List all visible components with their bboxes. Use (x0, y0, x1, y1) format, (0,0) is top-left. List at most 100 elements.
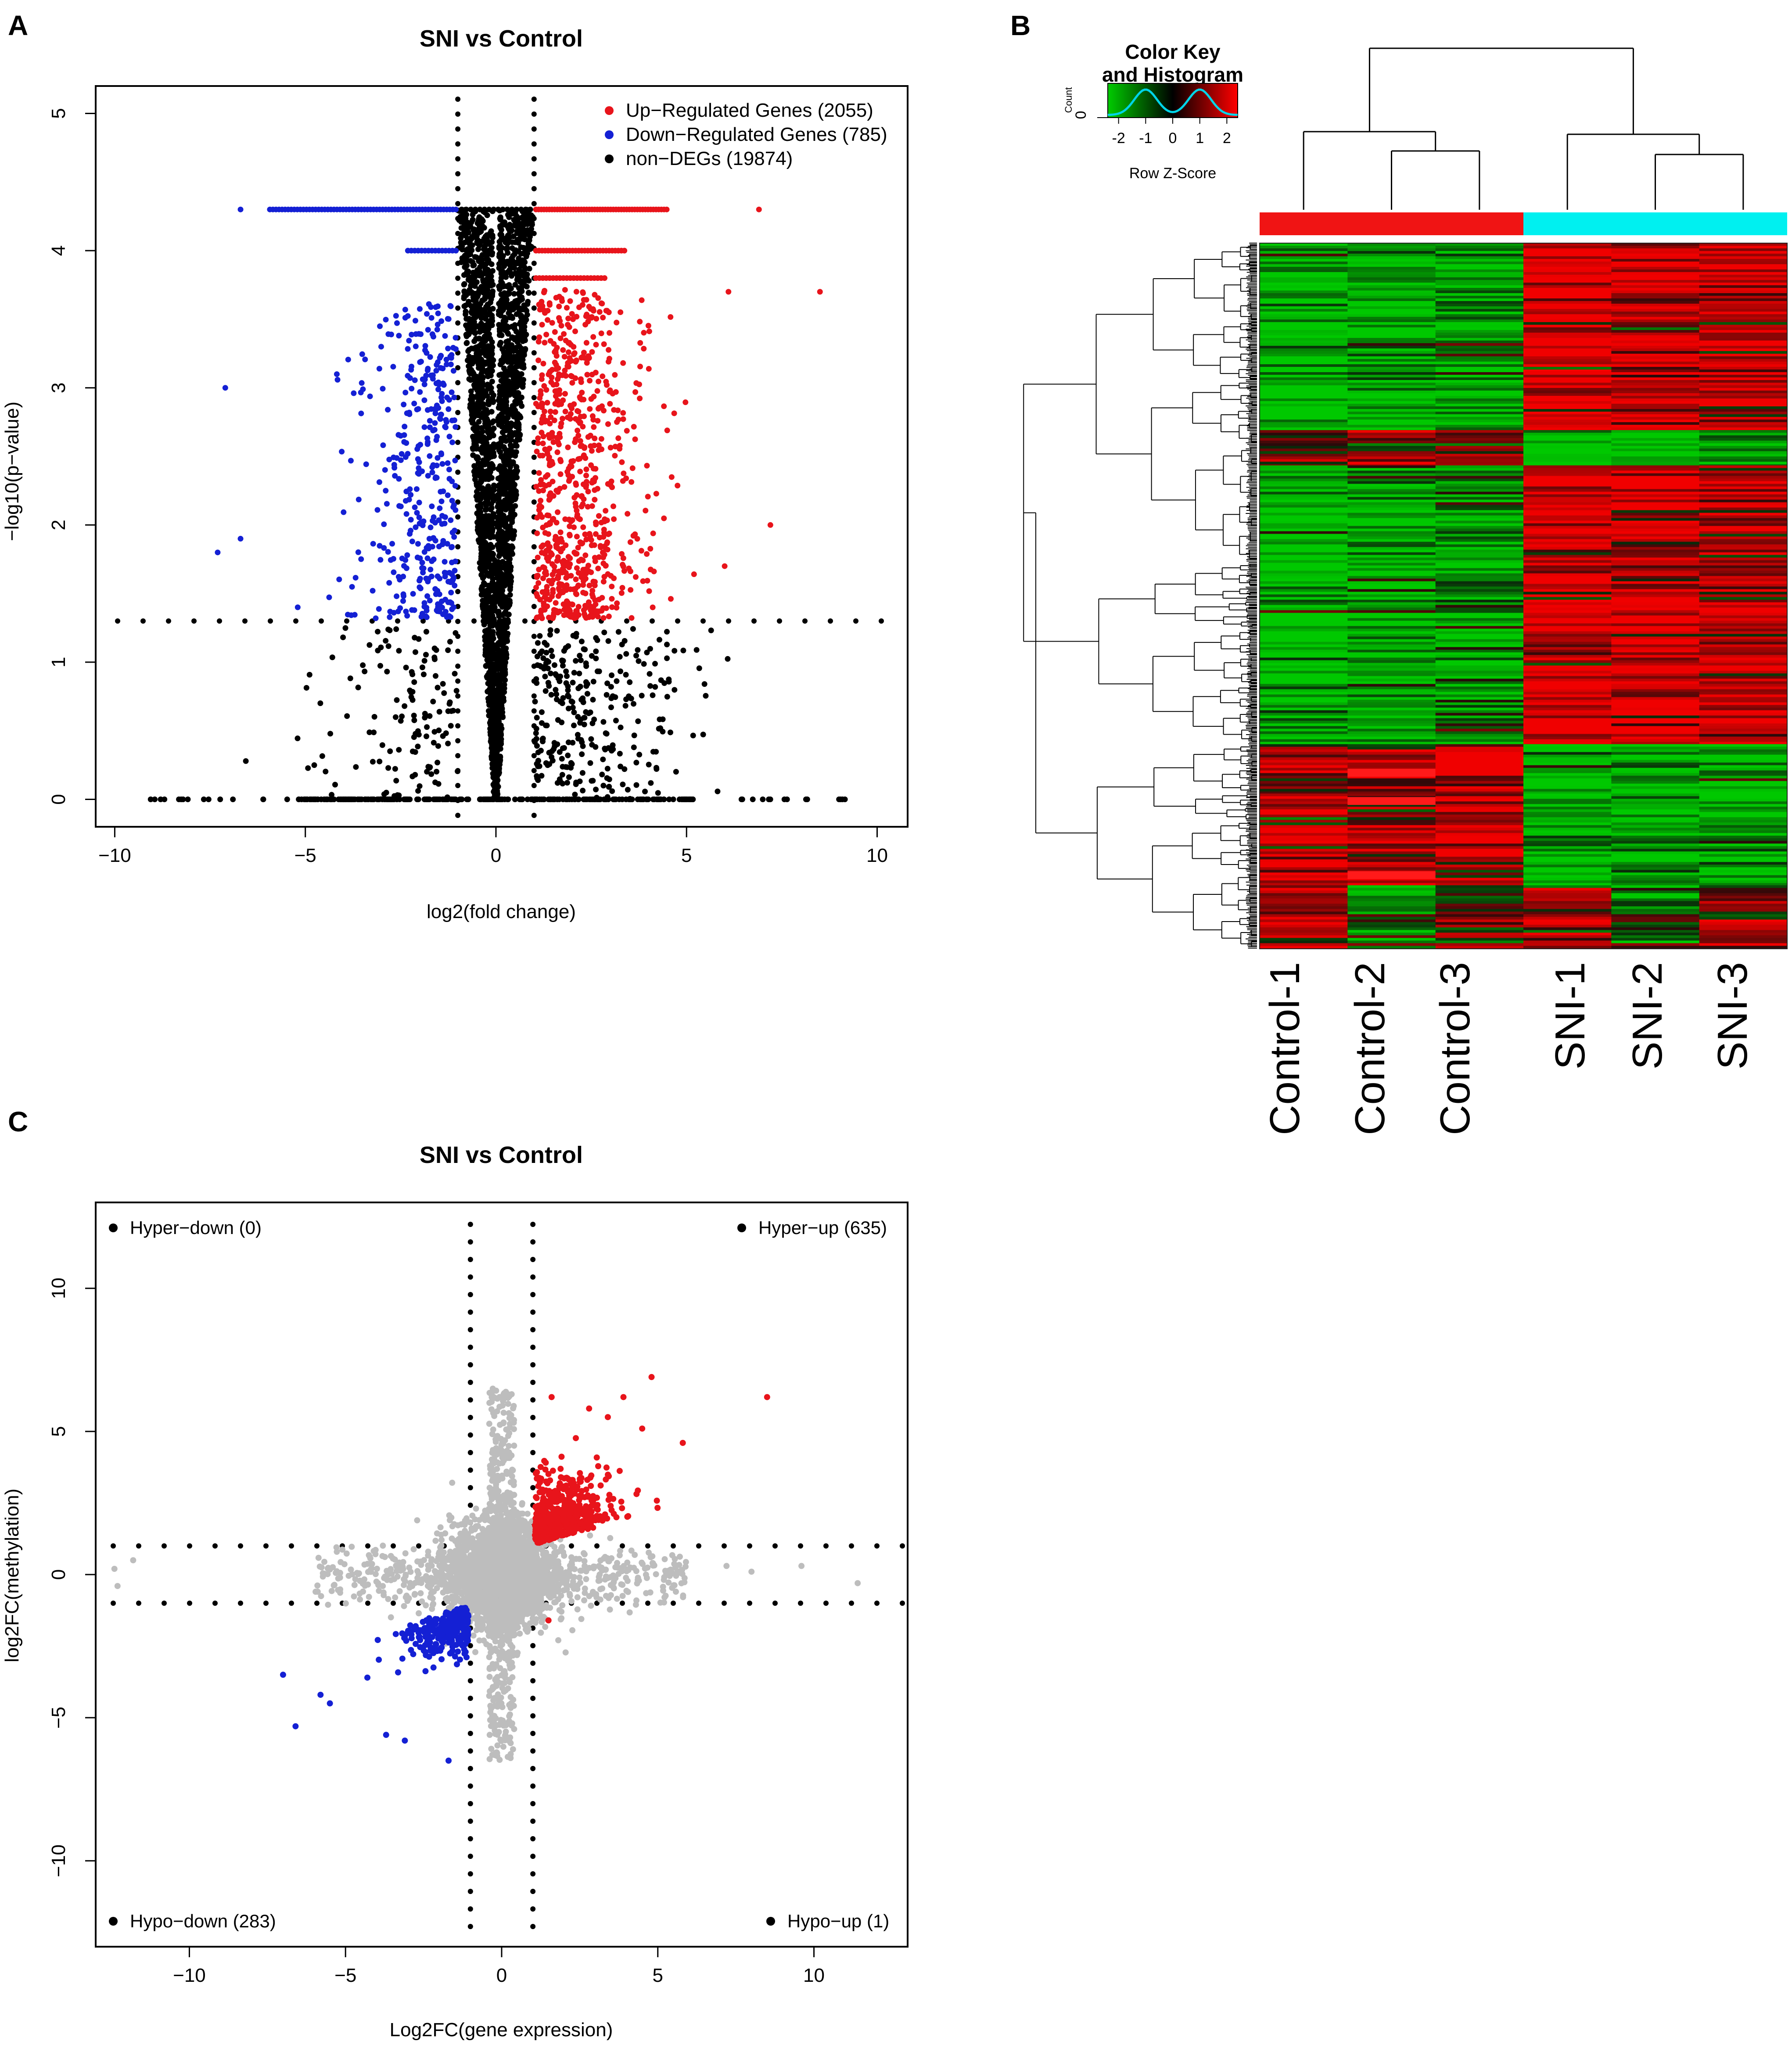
non-deg-point (506, 222, 513, 228)
up-regulated-point (546, 614, 552, 621)
non-deg-point (577, 653, 583, 659)
non-deg-point (539, 720, 545, 726)
non-deg-point (504, 796, 510, 802)
non-deg-point (319, 753, 325, 759)
down-regulated-point (416, 459, 422, 465)
threshold-dot-y0 (675, 618, 680, 624)
non-deg-point (501, 409, 507, 415)
up-regulated-point (575, 545, 581, 551)
non-deg-point (535, 749, 541, 755)
up-regulated-point (661, 515, 667, 521)
heatmap-cell (1523, 256, 1612, 259)
up-regulated-point (552, 409, 558, 415)
threshold-dot-x1 (531, 425, 537, 430)
non-deg-point (205, 796, 212, 802)
heatmap-cell (1435, 254, 1524, 257)
down-regulated-point (411, 401, 417, 407)
up-regulated-point (547, 520, 553, 527)
non-deg-point (487, 588, 493, 594)
non-deg-point (431, 654, 438, 660)
non-deg-point (490, 693, 496, 699)
non-deg-point (489, 462, 495, 468)
non-deg-point (416, 636, 422, 642)
heatmap-cell (1260, 264, 1348, 267)
non-deg-point (483, 322, 489, 328)
non-deg-point (604, 680, 611, 686)
non-deg-point (327, 731, 334, 737)
up-regulated-point (587, 377, 593, 384)
non-deg-point (464, 250, 470, 256)
non-deg-point (652, 660, 658, 667)
non-deg-point (489, 720, 495, 726)
heatmap-cell (1260, 277, 1348, 280)
threshold-dot-x1 (531, 693, 537, 699)
non-deg-point (559, 657, 565, 664)
non-deg-point (617, 750, 623, 757)
up-regulated-point (618, 590, 625, 596)
up-regulated-point (542, 570, 548, 576)
down-regulated-point (438, 365, 444, 371)
up-regulated-point (585, 504, 591, 510)
heatmap-cell (1435, 272, 1524, 275)
non-deg-point (480, 375, 486, 381)
up-regulated-point (625, 511, 631, 517)
threshold-dot-x1 (531, 410, 537, 415)
non-deg-point (508, 255, 514, 262)
up-regulated-point (534, 615, 540, 621)
up-regulated-point (560, 397, 566, 403)
non-deg-point (305, 765, 311, 771)
up-regulated-point (644, 463, 650, 469)
up-regulated-point (603, 379, 609, 385)
up-regulated-point (600, 560, 607, 567)
down-regulated-point (402, 389, 409, 395)
up-regulated-point (671, 410, 677, 416)
up-regulated-point (547, 338, 553, 344)
down-regulated-point (439, 461, 445, 467)
heatmap-cell (1523, 246, 1612, 249)
non-deg-point (507, 586, 513, 592)
non-deg-point (344, 713, 350, 719)
non-deg-point (387, 748, 393, 754)
non-deg-point (575, 714, 581, 720)
non-deg-point (489, 344, 496, 351)
non-deg-point (496, 762, 502, 768)
non-deg-point (329, 654, 335, 660)
non-deg-point (419, 664, 425, 671)
non-deg-point (470, 445, 476, 451)
non-deg-point (435, 743, 441, 749)
non-deg-point (488, 390, 495, 396)
down-regulated-point (409, 538, 415, 545)
up-regulated-point (627, 568, 633, 574)
down-regulated-point (431, 334, 437, 340)
non-deg-point (482, 507, 488, 513)
down-regulated-point (402, 557, 409, 563)
up-regulated-point (546, 456, 552, 462)
down-regulated-point (406, 337, 412, 344)
up-regulated-point (567, 586, 574, 592)
non-deg-point (560, 663, 566, 669)
down-regulated-point (370, 541, 376, 547)
non-deg-point (644, 796, 650, 802)
down-regulated-point (437, 415, 443, 421)
non-deg-point (476, 288, 482, 294)
non-deg-point (461, 272, 467, 278)
up-regulated-point (606, 347, 612, 353)
up-regulated-point (611, 516, 617, 522)
down-regulated-point (386, 580, 392, 586)
up-regulated-point (563, 575, 569, 581)
non-deg-point (518, 395, 524, 401)
heatmap-cell (1699, 291, 1788, 294)
non-deg-point (474, 220, 481, 226)
non-deg-point (462, 264, 468, 270)
up-regulated-point (594, 388, 600, 394)
non-deg-point (484, 382, 490, 388)
non-deg-point (467, 405, 473, 411)
non-deg-point (524, 221, 531, 227)
non-deg-point (610, 796, 616, 802)
non-deg-point (510, 535, 516, 542)
non-deg-point (604, 766, 611, 772)
up-regulated-point (579, 540, 585, 546)
up-regulated-point (542, 530, 548, 536)
up-regulated-point (590, 477, 596, 483)
color-key-tick-label: 1 (1196, 130, 1204, 147)
